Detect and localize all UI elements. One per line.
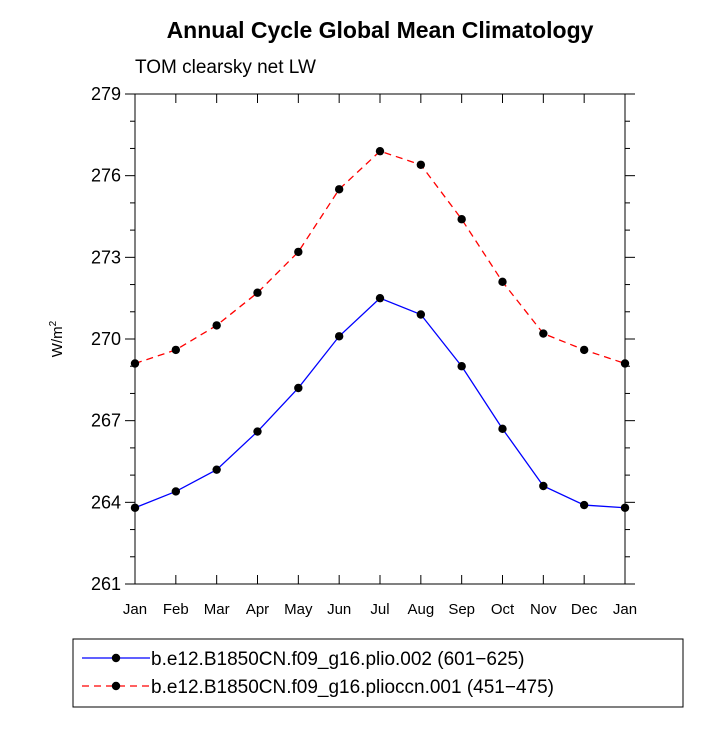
plot-frame: [134, 93, 626, 585]
chart-subtitle: TOM clearsky net LW: [135, 57, 316, 78]
series-1-point: [620, 503, 630, 512]
legend-label-2: b.e12.B1850CN.f09_g16.plioccn.001 (451−4…: [151, 677, 554, 698]
x-tick-label: Oct: [491, 601, 515, 618]
series-layer: [130, 146, 630, 512]
legend: b.e12.B1850CN.f09_g16.plio.002 (601−625)…: [82, 649, 554, 698]
series-1-point: [457, 362, 466, 371]
series-2-point: [130, 359, 140, 368]
series-1-point: [130, 503, 140, 512]
y-tick-label: 270: [91, 329, 121, 349]
series-2-point: [416, 160, 426, 169]
x-tick-label: Jun: [327, 601, 351, 618]
x-tick-label: Jan: [123, 601, 147, 618]
y-axis-label-unit: W/m: [49, 326, 66, 357]
y-tick-label: 276: [91, 166, 121, 186]
y-tick-label: 261: [91, 574, 121, 594]
series-1-point: [579, 500, 589, 510]
series-1-point: [212, 465, 221, 474]
legend-marker-1: [111, 653, 121, 663]
x-tick-label: Mar: [204, 601, 230, 618]
series-line-2: [134, 150, 626, 365]
series-1-point: [334, 332, 344, 341]
chart-title: Annual Cycle Global Mean Climatology: [167, 17, 594, 43]
x-tick-label: Dec: [571, 601, 598, 618]
y-axis-label: W/m2: [48, 320, 66, 357]
x-tick-label: Apr: [246, 601, 269, 618]
x-tick-label: Sep: [448, 601, 475, 618]
x-tick-label: Jan: [613, 601, 637, 618]
y-tick-label: 264: [91, 492, 121, 512]
series-2-point: [620, 359, 630, 368]
series-1-point: [416, 310, 426, 319]
series-1-point: [375, 293, 385, 303]
x-tick-label: Aug: [407, 601, 434, 618]
series-2-point: [334, 185, 344, 194]
series-2-point: [457, 215, 466, 224]
series-2-point: [539, 329, 548, 338]
series-line-1: [134, 297, 626, 509]
series-2-point: [253, 288, 262, 297]
legend-label-1: b.e12.B1850CN.f09_g16.plio.002 (601−625): [151, 649, 524, 670]
series-1-point: [171, 487, 181, 496]
series-1-point: [539, 481, 548, 491]
y-tick-label: 267: [91, 411, 121, 431]
series-2-point: [171, 345, 181, 355]
series-2-point: [212, 321, 221, 330]
legend-box: [72, 638, 684, 708]
x-tick-label: Feb: [163, 601, 189, 618]
x-tick-label: Jul: [370, 601, 389, 618]
x-tick-label: May: [284, 601, 313, 618]
legend-marker-2: [111, 681, 121, 691]
y-tick-label: 279: [91, 84, 121, 104]
series-2-point: [498, 277, 507, 287]
series-2-point: [579, 345, 589, 355]
series-2-point: [375, 146, 385, 156]
series-1-point: [498, 424, 507, 434]
axes-layer: Jan Feb Mar Apr May Jun Jul Aug Sep Oct Nov Dec Jan2…: [91, 84, 637, 618]
series-2-point: [294, 247, 303, 257]
y-axis-label-exponent: 2: [48, 320, 59, 326]
x-tick-label: Nov: [530, 601, 557, 618]
series-1-point: [253, 427, 262, 436]
series-1-point: [294, 383, 303, 393]
y-tick-label: 273: [91, 247, 121, 267]
